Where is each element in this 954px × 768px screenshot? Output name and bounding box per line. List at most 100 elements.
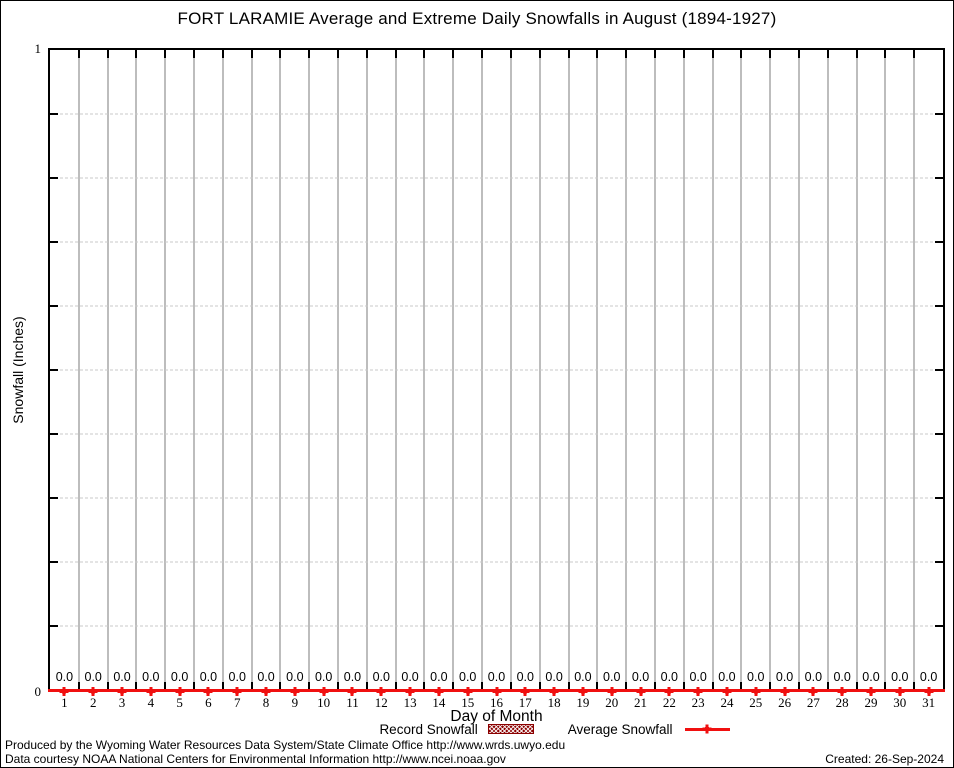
bottom-axis-tick bbox=[711, 682, 714, 690]
average-snowfall-point bbox=[376, 687, 386, 696]
average-snowfall-point bbox=[722, 687, 732, 696]
right-axis-tick bbox=[935, 561, 943, 563]
value-label: 0.0 bbox=[430, 670, 448, 684]
bottom-axis-tick bbox=[193, 682, 196, 690]
right-axis-tick bbox=[935, 305, 943, 307]
average-snowfall-point bbox=[146, 687, 156, 696]
y-tick-label-0: 0 bbox=[34, 684, 42, 699]
bottom-axis-tick bbox=[308, 682, 311, 690]
average-snowfall-point bbox=[347, 687, 357, 696]
x-tick-label: 16 bbox=[490, 695, 503, 710]
average-snowfall-point bbox=[751, 687, 761, 696]
top-axis-tick bbox=[625, 50, 628, 58]
x-tick-label: 8 bbox=[262, 695, 270, 710]
value-label: 0.0 bbox=[55, 670, 74, 684]
x-tick-label: 13 bbox=[403, 695, 417, 710]
average-snowfall-point bbox=[405, 687, 415, 696]
x-tick-label: 29 bbox=[864, 695, 878, 710]
bottom-axis-tick bbox=[567, 682, 570, 690]
average-snowfall-point bbox=[520, 687, 530, 696]
value-label: 0.0 bbox=[228, 670, 246, 684]
bottom-axis-tick bbox=[481, 682, 484, 690]
bottom-axis-tick bbox=[452, 682, 455, 690]
value-label: 0.0 bbox=[372, 670, 390, 684]
value-label: 0.0 bbox=[84, 670, 102, 684]
top-axis-tick bbox=[826, 50, 829, 58]
average-snowfall-point bbox=[319, 687, 329, 696]
value-label: 0.0 bbox=[142, 670, 160, 684]
horizontal-gridline bbox=[50, 241, 943, 243]
x-tick-label: 21 bbox=[634, 695, 648, 710]
top-axis-tick bbox=[481, 50, 484, 58]
top-axis-tick bbox=[653, 50, 656, 58]
left-axis-tick bbox=[50, 433, 58, 435]
x-tick-label: 1 bbox=[61, 695, 68, 710]
average-snowfall-point bbox=[492, 687, 501, 696]
average-snowfall-point bbox=[837, 687, 847, 696]
average-snowfall-point bbox=[232, 687, 242, 696]
top-axis-tick bbox=[855, 50, 858, 58]
left-axis-tick bbox=[50, 369, 58, 371]
x-tick-label: 15 bbox=[461, 695, 475, 710]
bottom-axis-tick bbox=[250, 682, 253, 690]
average-snowfall-point bbox=[636, 687, 646, 696]
top-axis-tick bbox=[797, 50, 800, 58]
x-tick-label: 26 bbox=[778, 695, 792, 710]
value-label: 0.0 bbox=[804, 670, 823, 684]
top-axis-tick bbox=[769, 50, 772, 58]
x-tick-label: 7 bbox=[233, 695, 241, 710]
top-axis-tick bbox=[423, 50, 426, 58]
chart-legend: Record Snowfall Average Snowfall bbox=[48, 722, 953, 737]
x-tick-label: 30 bbox=[893, 695, 907, 710]
top-axis-tick bbox=[164, 50, 167, 58]
x-tick-label: 28 bbox=[835, 695, 849, 710]
value-label: 0.0 bbox=[199, 670, 218, 684]
value-label: 0.0 bbox=[257, 670, 275, 684]
average-snowfall-point bbox=[175, 687, 185, 696]
bottom-axis-tick bbox=[337, 682, 340, 690]
average-snowfall-point bbox=[664, 687, 674, 696]
value-label: 0.0 bbox=[516, 670, 534, 684]
left-axis-tick bbox=[50, 305, 58, 307]
x-tick-label: 31 bbox=[922, 695, 936, 710]
bottom-axis-tick bbox=[164, 682, 167, 690]
bottom-axis-tick bbox=[394, 682, 397, 690]
x-tick-label: 10 bbox=[317, 695, 331, 710]
right-axis-tick bbox=[935, 433, 943, 435]
top-axis-tick bbox=[193, 50, 196, 58]
average-snowfall-point bbox=[203, 687, 213, 696]
top-axis-tick bbox=[538, 50, 541, 58]
bottom-axis-tick bbox=[855, 682, 858, 690]
top-axis-tick bbox=[913, 50, 916, 58]
left-axis-tick bbox=[50, 625, 58, 627]
average-snowfall-line-icon bbox=[684, 724, 730, 734]
bottom-axis-tick bbox=[740, 682, 743, 690]
bottom-axis-tick bbox=[106, 682, 109, 690]
footer-created-date: Created: 26-Sep-2024 bbox=[825, 752, 944, 766]
top-axis-tick bbox=[250, 50, 253, 58]
x-tick-label: 24 bbox=[720, 695, 734, 710]
bottom-axis-tick bbox=[653, 682, 656, 690]
value-label: 0.0 bbox=[286, 670, 304, 684]
y-tick-label-1: 1 bbox=[34, 41, 42, 56]
top-axis-tick bbox=[740, 50, 743, 58]
x-tick-label: 12 bbox=[374, 695, 388, 710]
top-axis-tick bbox=[337, 50, 340, 58]
value-label: 0.0 bbox=[401, 670, 419, 684]
bottom-axis-tick bbox=[884, 682, 887, 690]
record-snowfall-swatch-icon bbox=[487, 724, 534, 734]
plot-area: 0.0 1 0.0 2 0.0 3 0.0 4 0.0 5 0.0 6 0.0 7 0.0 8 0.0 9 0.0 1… bbox=[48, 48, 945, 710]
bottom-axis-tick bbox=[509, 682, 512, 690]
x-tick-label: 18 bbox=[547, 695, 561, 710]
average-snowfall-point bbox=[88, 687, 98, 696]
bottom-axis-tick bbox=[423, 682, 426, 690]
bottom-axis-tick bbox=[77, 682, 80, 690]
bottom-axis-tick bbox=[625, 682, 628, 690]
value-label: 0.0 bbox=[314, 670, 333, 684]
value-label: 0.0 bbox=[631, 670, 650, 684]
value-label: 0.0 bbox=[833, 670, 851, 684]
horizontal-gridline bbox=[50, 177, 943, 179]
x-tick-label: 6 bbox=[205, 695, 212, 710]
right-axis-tick bbox=[935, 369, 943, 371]
